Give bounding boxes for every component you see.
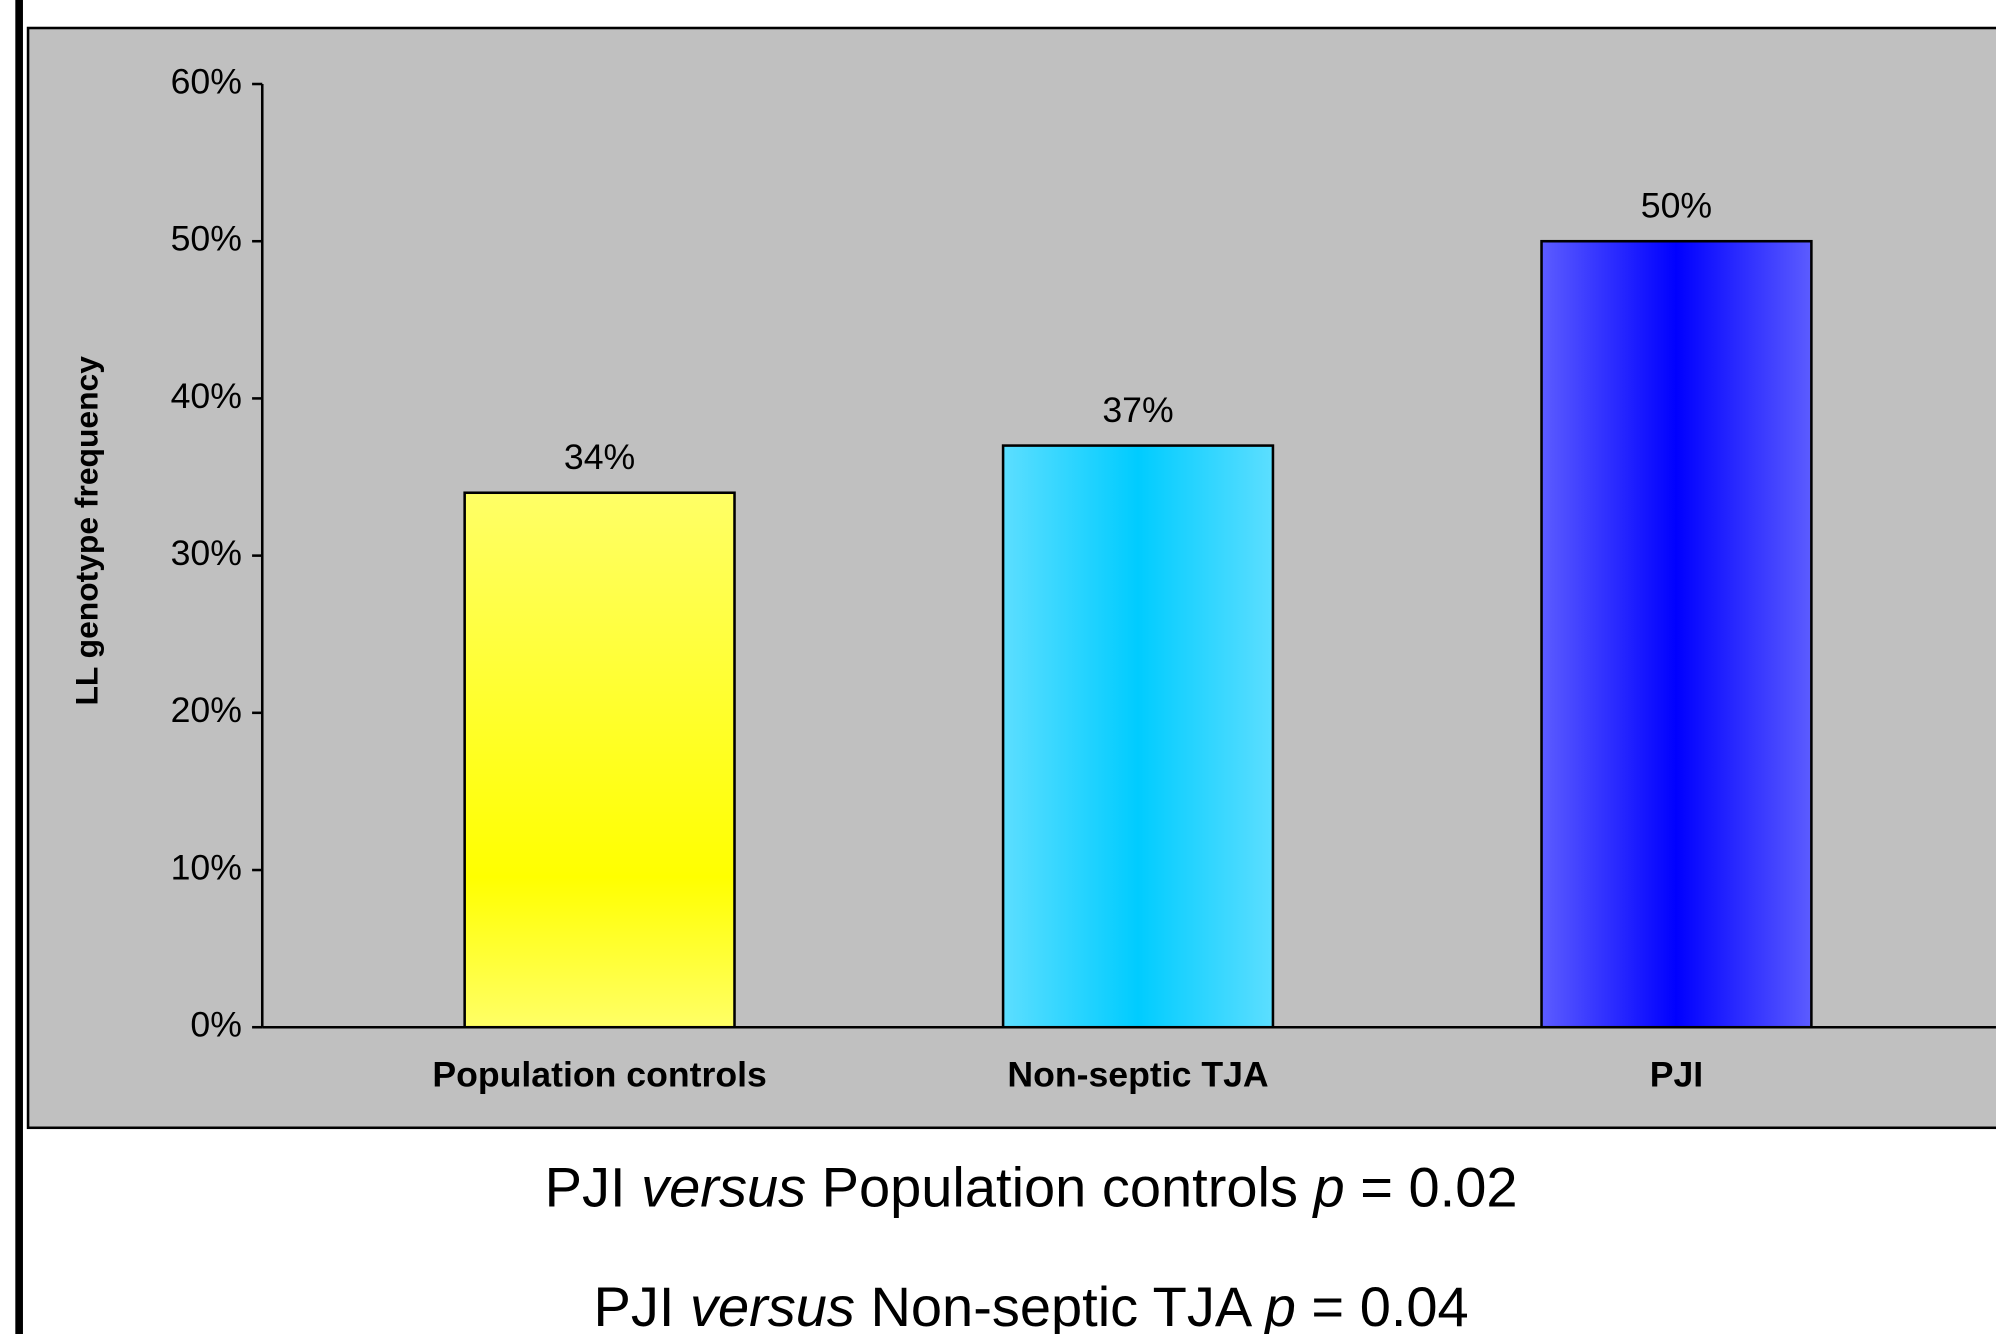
annotation-part: versus <box>690 1275 855 1334</box>
y-tick-label: 50% <box>171 219 242 259</box>
annotation-part: Non-septic TJA <box>855 1275 1265 1334</box>
value-label: 37% <box>1102 390 1173 430</box>
annotation-part: p <box>1263 1275 1296 1334</box>
y-tick-label: 20% <box>171 690 242 730</box>
x-tick-label: Non-septic TJA <box>1007 1054 1268 1094</box>
y-tick-label: 0% <box>190 1005 242 1045</box>
annotation-part: PJI <box>545 1155 641 1218</box>
left-border <box>15 0 23 1334</box>
annotation: PJI versus Non-septic TJA p = 0.04 <box>594 1275 1469 1334</box>
x-tick-label: Population controls <box>432 1054 766 1094</box>
y-tick-label: 10% <box>171 847 242 887</box>
bar <box>1540 239 1813 1029</box>
y-axis-label: LL genotype frequency <box>69 356 105 706</box>
annotation-part: Population controls <box>806 1155 1313 1218</box>
annotation-part: p <box>1312 1155 1345 1218</box>
x-tick-label: PJI <box>1650 1054 1703 1094</box>
bar <box>1001 444 1275 1029</box>
bar <box>463 491 736 1029</box>
y-tick-label: 40% <box>171 376 242 416</box>
y-tick-label: 30% <box>171 533 242 573</box>
annotation-part: = 0.02 <box>1345 1155 1518 1218</box>
annotation: PJI versus Population controls p = 0.02 <box>545 1155 1518 1218</box>
annotation-part: = 0.04 <box>1296 1275 1469 1334</box>
value-label: 50% <box>1641 186 1712 226</box>
y-tick-label: 60% <box>171 61 242 101</box>
value-label: 34% <box>564 437 635 477</box>
annotation-part: versus <box>641 1155 806 1218</box>
annotation-part: PJI <box>594 1275 690 1334</box>
